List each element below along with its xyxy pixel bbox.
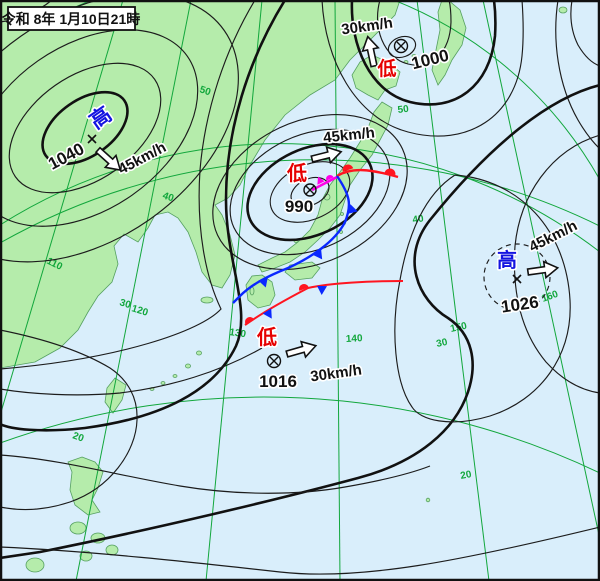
isobar — [513, 134, 600, 394]
pressure-value: 1016 — [259, 372, 297, 391]
isobar — [8, 62, 162, 194]
lat-label: 40 — [161, 190, 176, 204]
lat-label: 30 — [435, 337, 449, 350]
movement-arrow-n — [361, 35, 380, 68]
small-island — [25, 557, 45, 573]
front-group — [232, 164, 404, 326]
meridian-130e — [205, 0, 263, 581]
lon-label: 130 — [229, 327, 247, 340]
small-island-ne — [558, 6, 568, 14]
ogasawara-island — [425, 497, 431, 503]
isobar — [0, 0, 256, 370]
movement-arrow-se — [94, 146, 122, 172]
lat-label: 20 — [459, 469, 472, 482]
isobar-1020-west — [0, 0, 287, 432]
izu-island — [340, 212, 344, 216]
kuril-island — [411, 54, 417, 58]
sakhalin-island — [431, 0, 467, 86]
cold-front-triangle — [312, 249, 323, 260]
lat-label: 50 — [397, 104, 410, 116]
meridian-120e — [75, 0, 192, 581]
isobar — [269, 161, 351, 223]
isobar — [212, 113, 408, 271]
meridian-110e — [0, 0, 124, 418]
isobar-dashed-1026 — [483, 243, 551, 311]
ryukyu-island — [160, 381, 166, 385]
chart-title: 令和 8年 1月10日21時 — [1, 11, 141, 27]
movement-arrow-ene — [285, 340, 318, 359]
ryukyu-island — [185, 363, 191, 369]
isobar-around-1026 — [394, 174, 571, 423]
latitude-20n — [0, 396, 600, 474]
title-box: 令和 8年 1月10日21時 — [1, 6, 141, 31]
stationary-front-line — [244, 280, 404, 326]
philippine-island — [79, 550, 93, 562]
ryukyu-island — [196, 350, 202, 356]
warm-front-semicircle — [342, 164, 354, 172]
stationary-front-semicircle — [299, 284, 309, 291]
low-symbol: 低 — [286, 161, 307, 185]
isobar — [229, 128, 391, 256]
isobar — [570, 0, 600, 67]
isobar — [0, 329, 138, 511]
cold-front-triangle — [258, 277, 268, 288]
isobars-nw-high — [0, 0, 239, 263]
high-symbol: 高 — [497, 248, 517, 272]
cold-front-line — [232, 175, 351, 304]
isobar — [350, 0, 497, 106]
occluded-front-semicircle — [326, 175, 334, 181]
meridian-150e — [416, 0, 490, 581]
movement-arrow-e — [526, 260, 560, 280]
low-center-mark — [266, 353, 282, 369]
low-center-mark — [303, 183, 317, 197]
isobar — [555, 0, 600, 150]
stationary-front-semicircle — [245, 317, 255, 325]
isobar — [0, 29, 199, 227]
jeju-island — [200, 296, 214, 304]
isobar — [0, 526, 600, 575]
lat-label: 20 — [71, 430, 86, 444]
warm-front-semicircle — [384, 168, 396, 176]
isobar — [290, 176, 330, 208]
lat-label: 50 — [198, 84, 212, 98]
cold-front-triangle — [347, 204, 358, 214]
isobar — [376, 0, 452, 66]
pressure-value: 990 — [285, 197, 313, 216]
isobar-1020-east — [0, 83, 600, 560]
low-symbol: 低 — [376, 57, 396, 80]
isobars-central-low — [212, 113, 408, 271]
lon-label: 140 — [346, 333, 364, 345]
lon-label: 120 — [130, 303, 150, 319]
ryukyu-island — [172, 374, 178, 378]
latitude-40n — [0, 143, 600, 253]
low-center-mark — [393, 38, 409, 54]
movement-arrow-ene — [310, 145, 343, 165]
pressure-value: 1026 — [500, 292, 540, 316]
philippine-island — [105, 544, 119, 556]
lat-label: 30 — [118, 297, 132, 311]
high-center-mark — [87, 134, 97, 144]
occluded-front-triangle — [317, 176, 325, 185]
isobar — [0, 454, 431, 494]
latitude-50n — [39, 0, 600, 181]
high-center-mark — [512, 274, 522, 284]
low-symbol: 低 — [256, 325, 277, 349]
hokkaido-island — [351, 54, 401, 101]
isobar — [0, 347, 263, 396]
kyushu-island — [245, 274, 276, 309]
isobar-1000 — [246, 142, 374, 242]
stationary-front-triangle — [317, 285, 327, 295]
philippine-island — [69, 521, 87, 535]
stationary-front-triangle — [262, 308, 272, 319]
isobar — [321, 0, 524, 137]
warm-front-line — [336, 168, 399, 179]
isobar — [0, 0, 239, 263]
meridian-160e — [482, 0, 600, 542]
taiwan-island — [104, 377, 127, 414]
